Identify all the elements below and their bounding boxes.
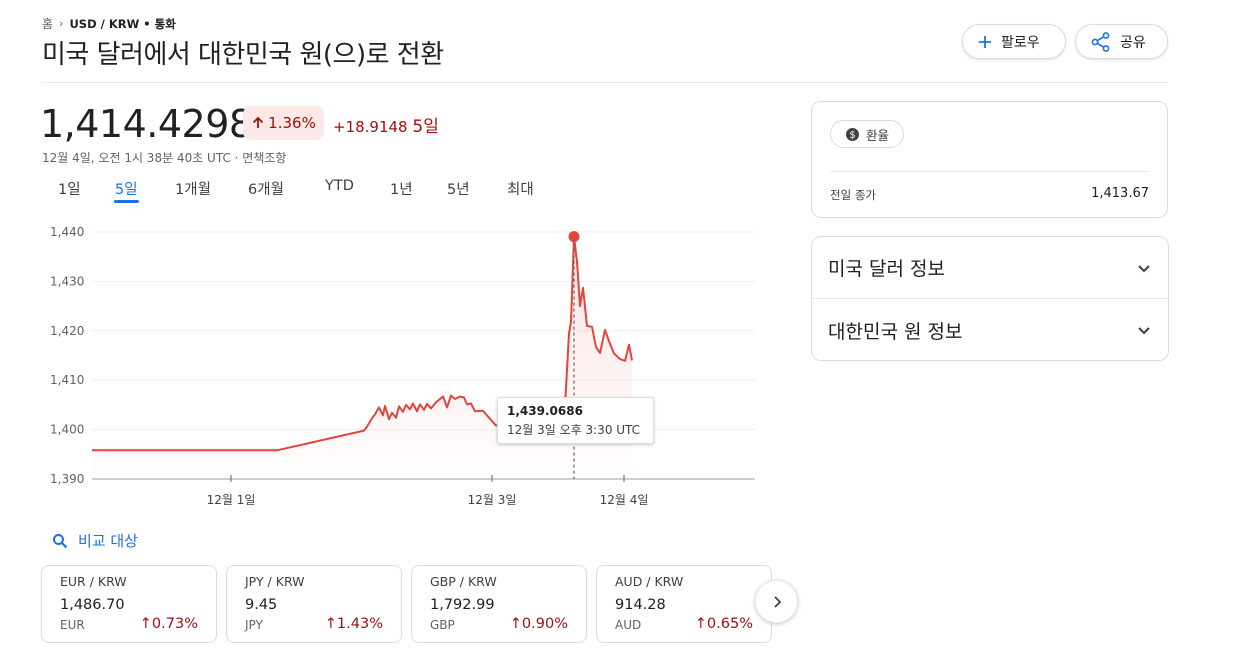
- follow-label: 팔로우: [1001, 34, 1040, 51]
- panel-divider: [830, 171, 1149, 172]
- currency-info-panel: 미국 달러 정보 대한민국 원 정보: [811, 236, 1169, 361]
- card-pair: EUR / KRW: [60, 574, 127, 589]
- follow-button[interactable]: 팔로우: [962, 24, 1066, 59]
- card-value: 1,792.99: [430, 597, 495, 613]
- y-tick-label: 1,410: [50, 373, 84, 387]
- card-currency: JPY: [245, 618, 263, 632]
- y-tick-label: 1,400: [50, 423, 84, 437]
- card-pair: AUD / KRW: [615, 574, 684, 589]
- tab-5d[interactable]: 5일: [114, 178, 139, 203]
- tooltip-value: 1,439.0686: [507, 404, 583, 418]
- compare-card-jpy[interactable]: JPY / KRW 9.45 JPY ↑1.43%: [226, 565, 402, 643]
- share-button[interactable]: 공유: [1075, 24, 1168, 59]
- krw-info-label: 대한민국 원 정보: [828, 320, 963, 343]
- compare-card-aud[interactable]: AUD / KRW 914.28 AUD ↑0.65%: [596, 565, 772, 643]
- change-percent: 1.36%: [268, 114, 316, 132]
- chevron-down-icon: [1138, 327, 1150, 335]
- breadcrumb-current: USD / KRW • 통화: [69, 16, 176, 31]
- plus-icon: [979, 35, 991, 48]
- header-divider: [42, 82, 1168, 83]
- page-title: 미국 달러에서 대한민국 원(으)로 전환: [42, 40, 444, 70]
- card-currency: EUR: [60, 618, 85, 632]
- card-pair: GBP / KRW: [430, 574, 497, 589]
- quote-timestamp: 12월 4일, 오전 1시 38분 40초 UTC · 면책조항: [42, 151, 287, 165]
- chart-area-fill: [92, 236, 632, 479]
- usd-info-row[interactable]: 미국 달러 정보: [812, 237, 1168, 299]
- search-icon: [53, 533, 68, 548]
- tab-ytd[interactable]: YTD: [325, 178, 354, 194]
- change-period: 5일: [412, 117, 439, 137]
- x-tick-label: 12월 4일: [600, 493, 649, 507]
- prev-close-label: 전일 종가: [830, 188, 876, 202]
- current-price: 1,414.4298: [40, 102, 253, 146]
- y-tick-label: 1,390: [50, 472, 84, 486]
- tab-6m[interactable]: 6개월: [248, 182, 284, 198]
- share-label: 공유: [1120, 34, 1146, 51]
- change-absolute: +18.9148 5일: [333, 112, 439, 137]
- tab-max[interactable]: 최대: [507, 182, 534, 198]
- y-axis-ticks: 1,440 1,430 1,420 1,410 1,400 1,390: [50, 225, 84, 486]
- chart-tooltip: 1,439.0686 12월 3일 오후 3:30 UTC: [497, 397, 654, 444]
- compare-card-eur[interactable]: EUR / KRW 1,486.70 EUR ↑0.73%: [41, 565, 217, 643]
- card-change: ↑1.43%: [324, 616, 383, 632]
- card-value: 9.45: [245, 597, 278, 613]
- card-pair: JPY / KRW: [245, 574, 305, 589]
- card-value: 914.28: [615, 597, 666, 613]
- compare-button[interactable]: 비교 대상: [52, 530, 138, 551]
- y-tick-label: 1,430: [50, 274, 84, 288]
- exchange-rate-panel: $ 환율 전일 종가 1,413.67: [811, 101, 1168, 218]
- tooltip-time: 12월 3일 오후 3:30 UTC: [507, 423, 641, 437]
- compare-label: 비교 대상: [78, 532, 138, 550]
- tab-5y[interactable]: 5년: [447, 182, 470, 198]
- card-value: 1,486.70: [60, 597, 125, 613]
- krw-info-row[interactable]: 대한민국 원 정보: [812, 299, 1168, 361]
- compare-card-gbp[interactable]: GBP / KRW 1,792.99 GBP ↑0.90%: [411, 565, 587, 643]
- cards-next-button[interactable]: [755, 580, 798, 623]
- chip-label: 환율: [865, 127, 889, 143]
- tab-1d[interactable]: 1일: [58, 182, 81, 198]
- card-change: ↑0.73%: [139, 616, 198, 632]
- card-change: ↑0.65%: [694, 616, 753, 632]
- change-absolute-value: +18.9148: [333, 118, 408, 136]
- breadcrumb-home[interactable]: 홈: [42, 17, 54, 31]
- breadcrumb: 홈 › USD / KRW • 통화: [42, 15, 176, 32]
- chevron-down-icon: [1138, 264, 1150, 272]
- tab-1m[interactable]: 1개월: [175, 182, 211, 198]
- usd-info-label: 미국 달러 정보: [828, 258, 945, 280]
- svg-text:$: $: [849, 130, 855, 141]
- x-tick-label: 12월 3일: [468, 493, 517, 507]
- currency-icon: $: [845, 127, 859, 141]
- change-percent-badge: 1.36%: [243, 106, 324, 140]
- exchange-rate-chip[interactable]: $ 환율: [830, 120, 904, 148]
- tab-1y[interactable]: 1년: [390, 182, 413, 198]
- y-tick-label: 1,440: [50, 225, 84, 239]
- card-currency: GBP: [430, 618, 455, 632]
- card-currency: AUD: [615, 618, 642, 632]
- chart-highlight-point: [568, 231, 580, 243]
- chevron-right-icon: ›: [59, 17, 64, 30]
- arrow-up-icon: [253, 116, 264, 128]
- x-tick-label: 12월 1일: [207, 493, 256, 507]
- chevron-right-icon: [773, 595, 781, 608]
- y-tick-label: 1,420: [50, 324, 84, 338]
- prev-close-value: 1,413.67: [1091, 186, 1149, 201]
- card-change: ↑0.90%: [509, 616, 568, 632]
- share-icon: [1091, 31, 1110, 52]
- x-axis-ticks: 12월 1일 12월 3일 12월 4일: [207, 475, 649, 507]
- chart-series-line: [92, 235, 633, 452]
